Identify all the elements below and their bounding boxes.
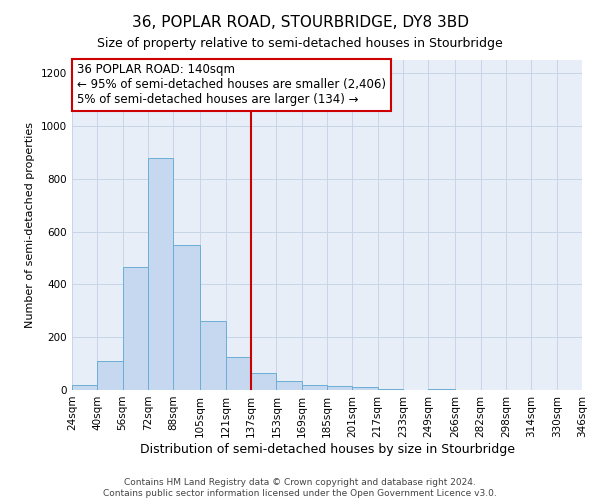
- Bar: [277, 381, 302, 390]
- Bar: [251, 373, 277, 390]
- Bar: [352, 388, 377, 390]
- Bar: [173, 245, 200, 390]
- Bar: [97, 361, 122, 390]
- Text: 36, POPLAR ROAD, STOURBRIDGE, DY8 3BD: 36, POPLAR ROAD, STOURBRIDGE, DY8 3BD: [131, 15, 469, 30]
- Bar: [226, 357, 251, 390]
- X-axis label: Distribution of semi-detached houses by size in Stourbridge: Distribution of semi-detached houses by …: [139, 442, 515, 456]
- Bar: [122, 267, 148, 390]
- Bar: [302, 384, 327, 390]
- Text: 36 POPLAR ROAD: 140sqm
← 95% of semi-detached houses are smaller (2,406)
5% of s: 36 POPLAR ROAD: 140sqm ← 95% of semi-det…: [77, 64, 386, 106]
- Text: Contains HM Land Registry data © Crown copyright and database right 2024.
Contai: Contains HM Land Registry data © Crown c…: [103, 478, 497, 498]
- Bar: [72, 384, 97, 390]
- Text: Size of property relative to semi-detached houses in Stourbridge: Size of property relative to semi-detach…: [97, 38, 503, 51]
- Bar: [327, 386, 352, 390]
- Bar: [428, 388, 455, 390]
- Y-axis label: Number of semi-detached properties: Number of semi-detached properties: [25, 122, 35, 328]
- Bar: [377, 388, 403, 390]
- Bar: [148, 158, 173, 390]
- Bar: [200, 322, 226, 390]
